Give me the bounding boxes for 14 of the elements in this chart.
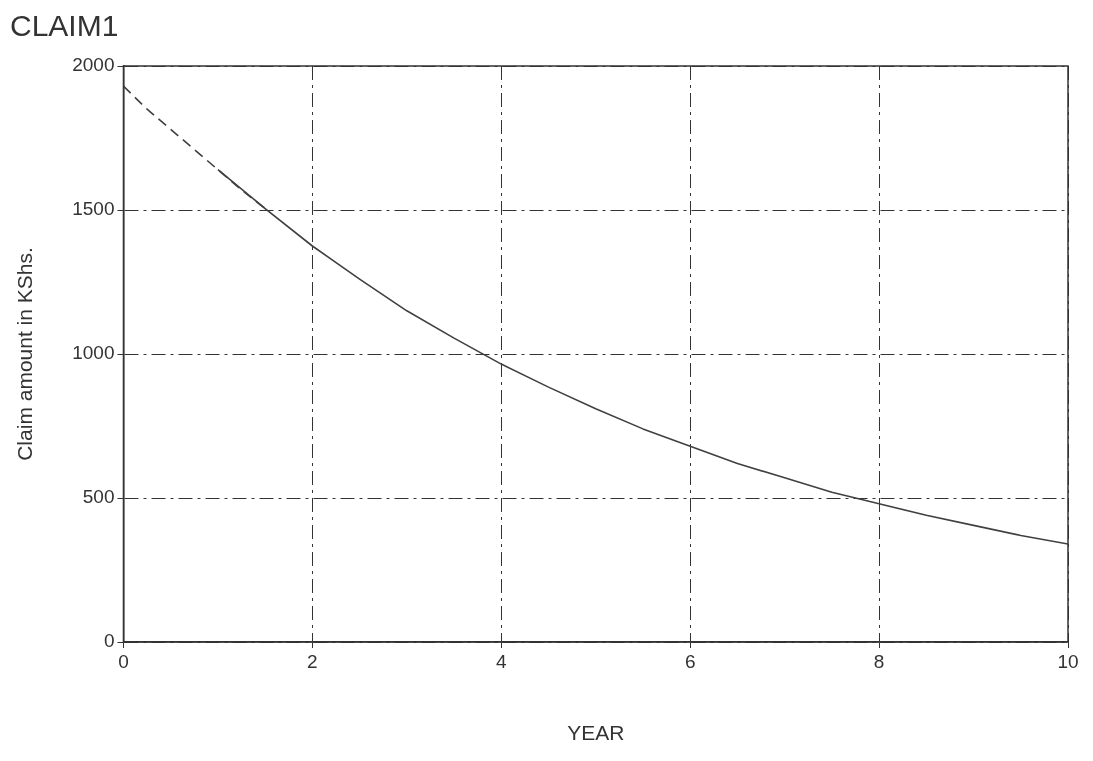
y-tick-label: 1000	[72, 342, 115, 364]
chart-title: CLAIM1	[10, 9, 119, 43]
y-tick-label: 1500	[72, 198, 115, 220]
y-tick-label: 2000	[72, 54, 115, 76]
x-tick-label: 8	[873, 650, 885, 672]
x-tick-label: 10	[1057, 650, 1079, 672]
x-tick-label: 4	[495, 650, 507, 672]
y-axis-title: Claim amount in KShs.	[13, 247, 37, 461]
y-tick-label: 0	[103, 630, 115, 652]
x-tick-label: 2	[307, 650, 318, 672]
x-tick-label: 6	[684, 650, 696, 672]
x-axis-title: YEAR	[567, 721, 625, 745]
y-tick-label: 500	[82, 486, 115, 508]
x-tick-label: 0	[118, 650, 129, 672]
